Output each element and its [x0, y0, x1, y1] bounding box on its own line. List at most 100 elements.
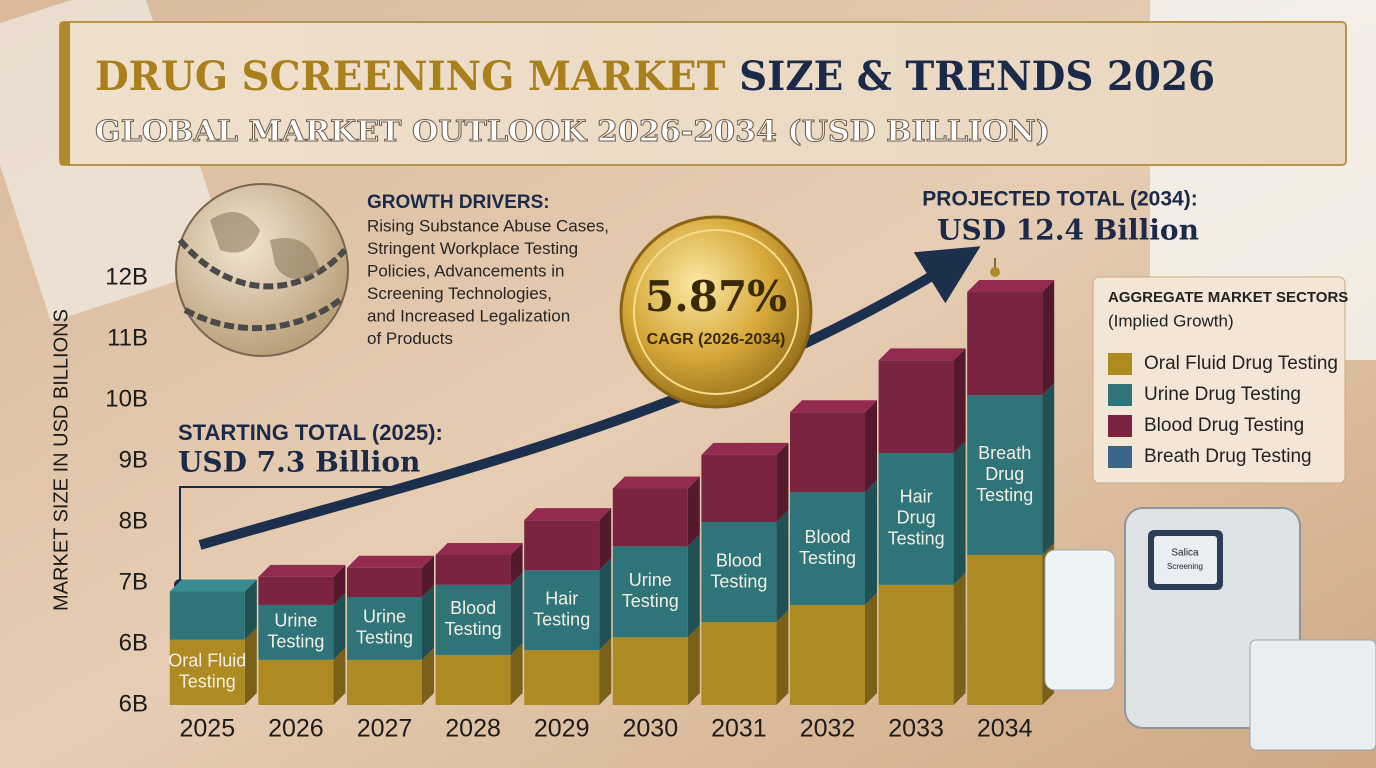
bar-label: Blood: [716, 550, 762, 570]
legend-subtitle: (Implied Growth): [1108, 311, 1234, 330]
banner-accent: [60, 22, 70, 165]
bar-top: [967, 280, 1055, 293]
bar-side: [865, 400, 877, 493]
x-tick-label: 2025: [179, 715, 235, 743]
bar-top: [524, 508, 612, 521]
bar-segment: [347, 567, 422, 598]
x-tick-label: 2028: [445, 715, 501, 743]
cagr-value: 5.87%: [645, 272, 787, 321]
chart-title: DRUG SCREENING MARKET SIZE & TRENDS 2026: [95, 53, 1215, 100]
legend-label: Blood Drug Testing: [1144, 415, 1304, 436]
x-tick-label: 2034: [977, 715, 1033, 743]
legend-label: Oral Fluid Drug Testing: [1144, 353, 1338, 374]
y-tick-label: 12B: [105, 263, 148, 290]
bar-side: [953, 348, 966, 454]
bar-segment: [347, 597, 422, 660]
bar-segment: [612, 546, 688, 638]
y-tick-label: 10B: [105, 385, 148, 412]
bar-segment: [169, 639, 245, 705]
cagr-label: CAGR (2026-2034): [647, 331, 786, 348]
bar-label: Urine: [363, 607, 406, 627]
bar-label: Testing: [179, 672, 236, 692]
tube-rack-decor: [1249, 639, 1376, 751]
bar-segment: [790, 604, 865, 705]
x-tick-label: 2032: [800, 715, 856, 743]
bar-side: [244, 627, 257, 705]
device-screen-text: Screening: [1167, 562, 1203, 571]
bar-segment: [790, 412, 865, 493]
bar-side: [1042, 280, 1055, 396]
start-value: USD 7.3 Billion: [178, 446, 420, 479]
bar-label: Drug: [985, 464, 1024, 484]
bar-top: [169, 579, 257, 592]
y-tick-label: 11B: [107, 324, 148, 351]
y-tick-label: 6B: [119, 629, 148, 656]
bar-side: [865, 592, 877, 705]
bar-side: [510, 542, 523, 585]
legend-swatch: [1108, 384, 1132, 406]
bar-label: Drug: [897, 508, 936, 528]
bar-label: Urine: [629, 570, 672, 590]
bar-label: Hair: [545, 588, 578, 608]
bar-label: Testing: [799, 548, 856, 568]
driver-line: Screening Technologies,: [367, 284, 552, 303]
bar-segment: [967, 554, 1043, 705]
end-value: USD 12.4 Billion: [937, 214, 1199, 247]
bar-top: [612, 476, 700, 489]
bar-side: [244, 579, 257, 640]
bar-side: [599, 508, 612, 571]
end-title: PROJECTED TOTAL (2034):: [922, 188, 1197, 211]
bar-segment: [701, 454, 777, 522]
end-dot: [990, 267, 1000, 277]
driver-line: of Products: [367, 329, 453, 348]
drivers: Rising Substance Abuse Cases, Stringent W…: [367, 216, 609, 348]
y-tick-label: 7B: [119, 568, 148, 595]
legend-box: [1092, 276, 1346, 484]
y-axis-label: MARKET SIZE IN USD BILLIONS: [50, 309, 72, 611]
bar-segment: [612, 637, 688, 705]
bar-side: [776, 610, 789, 705]
continents: [210, 212, 320, 279]
bar-top: [258, 564, 346, 577]
bar-segment: [878, 453, 954, 585]
x-tick-label: 2031: [711, 715, 767, 743]
bar-side: [953, 441, 966, 585]
device-screen-inner: [1154, 536, 1217, 584]
x-tick-label: 2027: [357, 715, 413, 743]
bar-segment: [967, 292, 1043, 396]
bar-label: Testing: [356, 628, 413, 648]
title-part: DRUG SCREENING MARKET: [95, 53, 726, 100]
bar-label: Blood: [450, 598, 496, 618]
y-tick-label: 6B: [119, 690, 148, 717]
bar-side: [422, 647, 434, 705]
bar-segment: [790, 492, 865, 605]
subtitle: GLOBAL MARKET OUTLOOK 2026-2034 (USD BIL…: [95, 114, 1050, 148]
legend-swatch: [1108, 446, 1132, 468]
bar-side: [510, 572, 523, 655]
bar-label: Testing: [622, 591, 679, 611]
bar-label: Oral Fluid: [168, 651, 246, 671]
bar-label: Testing: [888, 529, 945, 549]
driver-line: Rising Substance Abuse Cases,: [367, 216, 609, 235]
bar-segment: [967, 395, 1043, 555]
bar-segment: [701, 522, 777, 623]
legend-swatch: [1108, 415, 1132, 437]
cagr-coin: [619, 215, 813, 409]
bar-side: [687, 476, 700, 547]
coin-ring: [633, 229, 799, 395]
bar-segment: [258, 576, 334, 605]
bar-side: [599, 558, 612, 651]
bar-side: [865, 480, 877, 605]
legend: Oral Fluid Drug Testing Urine Drug Testin…: [1108, 353, 1338, 468]
bar-segment: [435, 584, 511, 655]
drivers-title: GROWTH DRIVERS:: [367, 192, 550, 213]
x-tick-label: 2026: [268, 715, 324, 743]
start-title: STARTING TOTAL (2025):: [178, 420, 443, 445]
bar-segment: [878, 360, 954, 454]
driver-line: Policies, Advancements in: [367, 261, 565, 280]
bar-segment: [878, 584, 954, 705]
bar-segment: [435, 554, 511, 585]
bar-segment: [435, 654, 511, 705]
